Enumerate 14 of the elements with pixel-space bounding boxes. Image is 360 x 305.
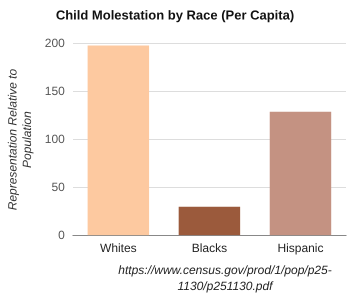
text: https://www.census.gov/prod/1/pop/p25-1130/p251130.pdf [117, 262, 333, 294]
x-tick-label: Hispanic [277, 241, 324, 256]
bar [88, 46, 150, 236]
y-tick-label: 150 [44, 84, 66, 98]
bar [178, 206, 240, 236]
y-tick-label: 100 [44, 132, 66, 146]
x-tick-label: Blacks [192, 241, 228, 256]
y-tick-label: 50 [51, 180, 66, 194]
y-axis-title: Representation Relative to Population [6, 68, 34, 210]
chart-title: Child Molestation by Race (Per Capita) [56, 7, 294, 22]
y-tick-label: 200 [44, 36, 66, 50]
bar [270, 112, 332, 236]
x-tick-label: Whites [100, 241, 137, 256]
y-tick-label: 0 [58, 228, 66, 242]
